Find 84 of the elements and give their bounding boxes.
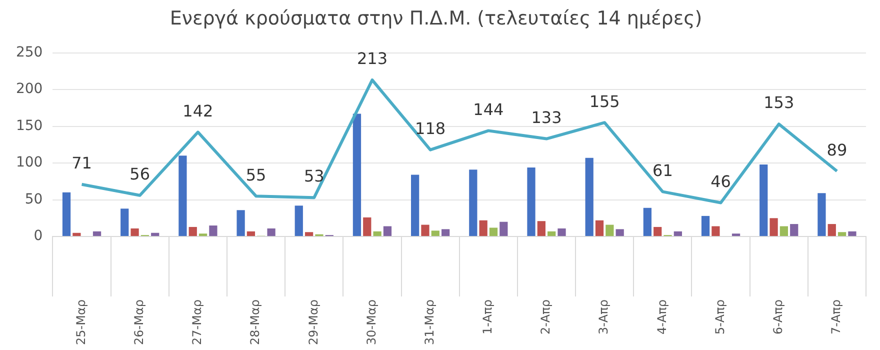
bar bbox=[643, 208, 652, 236]
data-label: 71 bbox=[72, 154, 92, 172]
data-label: 118 bbox=[415, 118, 446, 138]
x-tick-label: 2-Απρ bbox=[538, 300, 553, 335]
data-label: 213 bbox=[356, 49, 388, 68]
y-tick-label: 100 bbox=[16, 154, 43, 171]
data-label: 153 bbox=[764, 93, 794, 112]
x-tick-label: 6-Απρ bbox=[770, 300, 785, 335]
y-tick-label: 0 bbox=[34, 228, 43, 244]
data-label: 56 bbox=[130, 164, 150, 184]
bar bbox=[363, 217, 372, 236]
bar bbox=[62, 192, 71, 236]
data-label: 61 bbox=[652, 160, 673, 180]
bar bbox=[479, 220, 488, 236]
data-label: 55 bbox=[246, 165, 266, 184]
bar bbox=[209, 225, 218, 236]
data-label: 142 bbox=[182, 101, 214, 120]
bar bbox=[489, 228, 498, 236]
y-tick-label: 200 bbox=[16, 81, 43, 98]
bar bbox=[760, 164, 768, 236]
bar bbox=[411, 174, 420, 236]
data-label: 144 bbox=[473, 100, 504, 119]
bar bbox=[848, 231, 856, 236]
bar bbox=[606, 224, 614, 236]
bar bbox=[712, 226, 720, 236]
bar bbox=[828, 224, 836, 236]
bar bbox=[770, 218, 778, 236]
bar bbox=[838, 232, 846, 236]
bar bbox=[527, 167, 536, 236]
bar bbox=[654, 226, 662, 236]
bar bbox=[500, 222, 508, 236]
bar bbox=[442, 229, 450, 236]
data-label: 89 bbox=[826, 140, 848, 160]
x-tick-label: 7-Απρ bbox=[829, 300, 844, 335]
x-tick-label: 3-Απρ bbox=[596, 300, 611, 335]
bar bbox=[790, 224, 798, 236]
bar bbox=[267, 228, 276, 236]
x-tick-label: 5-Απρ bbox=[712, 300, 727, 335]
bar bbox=[178, 156, 187, 236]
bar bbox=[294, 206, 303, 236]
x-tick-label: 28-Μαρ bbox=[248, 300, 262, 346]
bar bbox=[246, 231, 256, 236]
bar bbox=[383, 226, 392, 236]
bar bbox=[72, 232, 81, 236]
y-tick-label: 150 bbox=[16, 118, 43, 134]
bar bbox=[595, 220, 604, 236]
data-label: 133 bbox=[531, 108, 562, 127]
bar bbox=[537, 221, 546, 236]
bar bbox=[558, 228, 566, 236]
x-tick-label: 29-Μαρ bbox=[306, 300, 320, 346]
y-tick-label: 250 bbox=[16, 44, 43, 60]
bar bbox=[585, 158, 594, 236]
bar bbox=[198, 234, 208, 236]
bar bbox=[818, 193, 826, 236]
x-tick-label: 31-Μαρ bbox=[422, 300, 436, 346]
bar bbox=[732, 234, 740, 236]
x-tick-label: 30-Μαρ bbox=[364, 300, 378, 346]
bar bbox=[151, 232, 160, 236]
x-tick-label: 25-Μαρ bbox=[74, 300, 88, 346]
data-label: 155 bbox=[589, 92, 620, 111]
bar bbox=[130, 228, 139, 236]
bar bbox=[92, 231, 102, 236]
bar bbox=[431, 230, 440, 236]
bar bbox=[373, 231, 382, 236]
data-label: 53 bbox=[304, 166, 324, 186]
bar bbox=[120, 208, 129, 236]
bar bbox=[304, 232, 314, 236]
bar bbox=[352, 114, 362, 236]
bar bbox=[548, 231, 556, 236]
bar bbox=[616, 229, 624, 236]
x-tick-label: 26-Μαρ bbox=[132, 300, 146, 346]
x-tick-label: 1-Απρ bbox=[480, 300, 495, 335]
bar bbox=[701, 216, 710, 236]
y-tick-label: 50 bbox=[24, 191, 43, 208]
data-label: 46 bbox=[710, 172, 731, 191]
chart-title: Ενεργά κρούσματα στην Π.Δ.Μ. (τελευταίες 14 ημέρες) bbox=[170, 7, 702, 30]
x-tick-label: 27-Μαρ bbox=[190, 300, 204, 346]
bar bbox=[780, 226, 788, 236]
bar bbox=[421, 224, 430, 236]
bar bbox=[469, 170, 478, 236]
x-tick-label: 4-Απρ bbox=[654, 300, 669, 335]
bar bbox=[236, 210, 245, 236]
bar bbox=[188, 226, 197, 236]
bar bbox=[674, 231, 682, 236]
